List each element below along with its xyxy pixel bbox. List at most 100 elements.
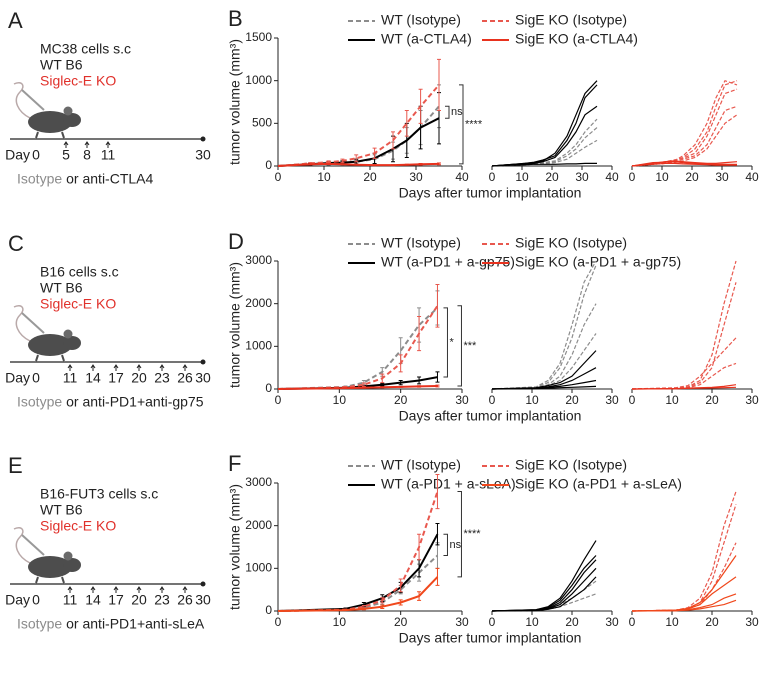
series-line bbox=[277, 491, 439, 612]
schematic-text: Siglec-E KO bbox=[40, 296, 116, 312]
x-tick-label: 20 bbox=[394, 393, 408, 407]
x-tick-label: 20 bbox=[705, 615, 719, 629]
panel-label: B bbox=[228, 6, 243, 31]
panel-label: D bbox=[228, 229, 244, 254]
timeline-day: 20 bbox=[131, 592, 147, 608]
dose-arrow bbox=[182, 364, 188, 371]
dose-arrow bbox=[113, 364, 119, 371]
error-bar bbox=[398, 578, 403, 593]
x-tick-label: 40 bbox=[745, 170, 759, 184]
error-bar bbox=[372, 147, 377, 159]
legend-label: WT (a-PD1 + a-gp75) bbox=[381, 254, 515, 270]
significance-bracket bbox=[457, 305, 462, 387]
legend-label: SigE KO (a-PD1 + a-sLeA) bbox=[515, 476, 682, 492]
significance-label: ns bbox=[449, 539, 461, 551]
x-axis-label: Days after tumor implantation bbox=[399, 185, 582, 201]
series-line bbox=[491, 567, 597, 612]
timeline-prefix: Day bbox=[5, 147, 30, 163]
significance-label: **** bbox=[463, 528, 481, 540]
x-tick-label: 0 bbox=[489, 170, 496, 184]
series-line bbox=[631, 599, 737, 612]
x-tick-label: 30 bbox=[715, 170, 729, 184]
x-tick-label: 10 bbox=[525, 393, 539, 407]
error-bar bbox=[361, 386, 366, 389]
series-line bbox=[491, 265, 597, 390]
error-bar bbox=[354, 163, 359, 166]
y-tick-label: 1000 bbox=[245, 561, 272, 575]
error-bar bbox=[340, 158, 345, 164]
x-tick-label: 10 bbox=[655, 170, 669, 184]
timeline-day: 17 bbox=[108, 370, 124, 386]
series-line bbox=[631, 576, 737, 612]
error-bar bbox=[398, 599, 403, 606]
error-bar bbox=[391, 164, 395, 167]
mouse bbox=[13, 304, 81, 362]
y-tick-label: 0 bbox=[265, 158, 272, 172]
significance-bracket bbox=[443, 307, 448, 378]
timeline-prefix: Day bbox=[5, 592, 30, 608]
series-line bbox=[491, 105, 598, 167]
x-tick-label: 10 bbox=[333, 615, 347, 629]
legend-label: SigE KO (Isotype) bbox=[515, 235, 627, 251]
x-tick-label: 0 bbox=[629, 615, 636, 629]
error-bar bbox=[417, 559, 422, 578]
x-tick-label: 10 bbox=[515, 170, 529, 184]
series-line bbox=[491, 333, 597, 390]
treatment-label: or anti-PD1+anti-gp75 bbox=[66, 394, 204, 410]
x-tick-label: 0 bbox=[275, 393, 282, 407]
timeline-day: 11 bbox=[63, 370, 78, 386]
schematic-text: WT B6 bbox=[40, 502, 83, 518]
error-bar bbox=[361, 382, 366, 387]
error-bar bbox=[437, 162, 441, 166]
series-line bbox=[277, 554, 439, 612]
error-bar bbox=[417, 376, 422, 385]
error-bar bbox=[435, 567, 440, 586]
x-tick-label: 20 bbox=[545, 170, 559, 184]
series-line bbox=[491, 555, 597, 612]
control-label: Isotype bbox=[17, 171, 62, 187]
x-tick-label: 30 bbox=[745, 393, 759, 407]
error-bar bbox=[308, 163, 313, 166]
schematic-text: WT B6 bbox=[40, 57, 83, 73]
dose-arrow bbox=[63, 141, 69, 148]
dose-arrow bbox=[159, 364, 165, 371]
error-bar bbox=[435, 384, 440, 388]
timeline-end bbox=[200, 359, 206, 365]
error-bar bbox=[380, 382, 385, 387]
series-line bbox=[277, 307, 439, 390]
x-tick-label: 20 bbox=[394, 615, 408, 629]
y-axis-label: tumor volume (mm³) bbox=[227, 262, 243, 388]
error-bar bbox=[404, 110, 409, 137]
mouse bbox=[13, 81, 81, 139]
dose-arrow bbox=[136, 586, 142, 593]
timeline-day: 8 bbox=[83, 147, 91, 163]
mouse bbox=[13, 526, 81, 584]
x-tick-label: 0 bbox=[275, 170, 282, 184]
error-bar bbox=[435, 283, 440, 328]
significance-bracket bbox=[457, 491, 462, 578]
error-bar bbox=[372, 164, 377, 167]
treatment-label: or anti-PD1+anti-sLeA bbox=[66, 616, 205, 632]
series-line bbox=[631, 491, 737, 612]
timeline-day: 11 bbox=[101, 147, 116, 163]
error-bar bbox=[380, 386, 385, 389]
error-bar bbox=[417, 533, 422, 561]
y-tick-label: 0 bbox=[265, 603, 272, 617]
panel-label: A bbox=[8, 8, 23, 33]
y-tick-label: 2000 bbox=[245, 518, 272, 532]
series-line bbox=[631, 337, 737, 390]
error-bar bbox=[404, 163, 409, 166]
timeline-day: 17 bbox=[108, 592, 124, 608]
x-tick-label: 20 bbox=[565, 615, 579, 629]
dose-arrow bbox=[113, 586, 119, 593]
legend-label: WT (Isotype) bbox=[381, 12, 461, 28]
significance-bracket bbox=[443, 533, 448, 557]
x-tick-label: 20 bbox=[705, 393, 719, 407]
dose-arrow bbox=[90, 364, 96, 371]
x-axis-label: Days after tumor implantation bbox=[399, 408, 582, 424]
series-line bbox=[631, 362, 737, 390]
series-line bbox=[631, 555, 737, 612]
y-tick-label: 3000 bbox=[245, 475, 272, 489]
significance-label: **** bbox=[465, 118, 483, 130]
